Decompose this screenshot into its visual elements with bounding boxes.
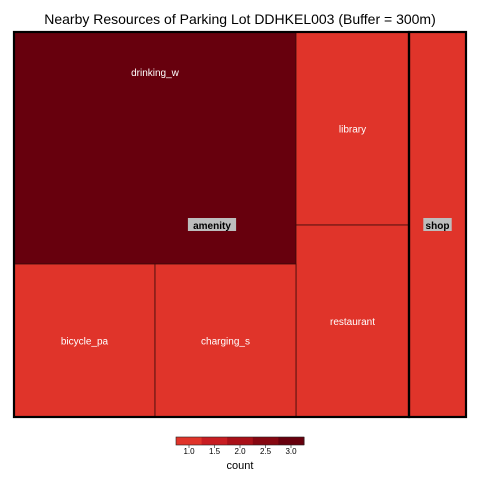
legend-tick-label: 3.0 <box>285 447 297 456</box>
legend-swatch <box>176 437 203 445</box>
group-label-shop: shop <box>426 221 450 232</box>
legend-tick-label: 1.5 <box>209 447 221 456</box>
treemap-cell-library <box>295 31 410 226</box>
group-label-amenity-bg <box>187 218 237 231</box>
chart-title: Nearby Resources of Parking Lot DDHKEL00… <box>44 11 436 27</box>
cell-label-restaurant: restaurant <box>330 317 375 328</box>
legend-tick-label: 2.0 <box>234 447 246 456</box>
treemap-cell-bicycle-pa <box>13 263 156 418</box>
treemap-cell-restaurant <box>295 224 410 418</box>
legend-swatch <box>252 437 279 445</box>
legend-tick-label: 1.0 <box>183 447 195 456</box>
cell-label-bicycle-pa: bicycle_pa <box>61 337 109 348</box>
cell-label-library: library <box>339 125 366 136</box>
legend-swatch <box>201 437 228 445</box>
legend-title: count <box>227 460 254 472</box>
group-label-shop-bg <box>423 218 452 231</box>
group-label-amenity: amenity <box>193 221 231 232</box>
group-border-shop <box>407 30 468 419</box>
legend-tick-label: 2.5 <box>260 447 272 456</box>
legend-swatch <box>227 437 254 445</box>
cell-label-drinking-w: drinking_w <box>131 68 180 79</box>
cell-label-charging-s: charging_s <box>201 337 250 348</box>
legend-swatch <box>278 437 305 445</box>
